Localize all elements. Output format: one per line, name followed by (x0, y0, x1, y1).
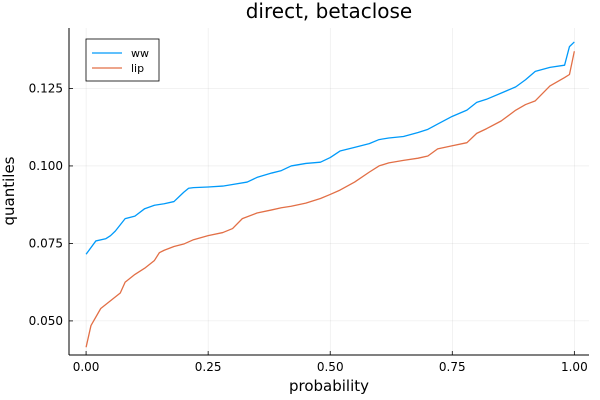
y-tick-label: 0.100 (29, 159, 63, 173)
y-tick-label: 0.050 (29, 314, 63, 328)
y-tick-label: 0.125 (29, 81, 63, 95)
legend-label-lip: lip (131, 62, 144, 75)
x-axis-label: probability (289, 377, 369, 395)
x-tick-label: 0.00 (73, 360, 100, 374)
axes (68, 28, 589, 356)
x-tick-label: 0.25 (195, 360, 222, 374)
y-axis-label: quantiles (0, 156, 18, 225)
series-line-ww (85, 41, 575, 255)
x-tick-label: 0.75 (439, 360, 466, 374)
legend: ww lip (85, 38, 160, 82)
x-tick-label: 1.00 (561, 360, 588, 374)
grid (69, 28, 589, 355)
series-group (85, 41, 575, 348)
chart-title: direct, betaclose (246, 0, 413, 23)
legend-box (85, 38, 160, 82)
legend-label-ww: ww (131, 47, 149, 60)
series-line-lip (85, 51, 575, 348)
y-tick-label: 0.075 (29, 236, 63, 250)
x-ticks: 0.00 0.25 0.50 0.75 1.00 (73, 351, 588, 374)
y-ticks: 0.050 0.075 0.100 0.125 (29, 81, 73, 328)
x-tick-label: 0.50 (317, 360, 344, 374)
